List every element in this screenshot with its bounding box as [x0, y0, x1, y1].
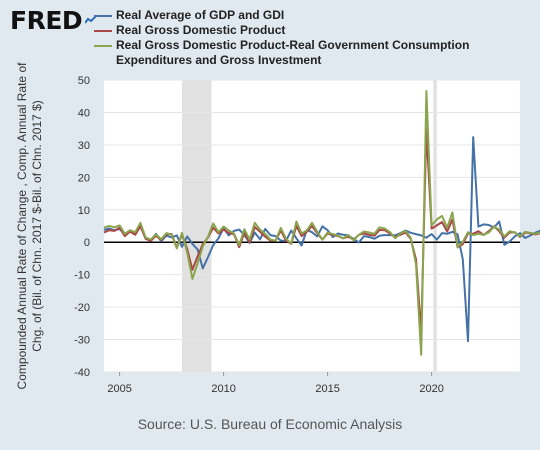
x-tick-label: 2020	[419, 383, 443, 395]
y-tick-label: -40	[74, 367, 90, 379]
fred-logo: FRED	[10, 8, 97, 33]
y-tick-label: 40	[78, 107, 90, 119]
fred-logo-text: FRED	[10, 6, 83, 35]
y-tick-label: -20	[74, 302, 90, 314]
series-line-gdp-minus-government	[103, 90, 540, 356]
legend-swatch	[94, 45, 112, 47]
legend-item-real-gdp[interactable]: Real Gross Domestic Product	[92, 23, 532, 38]
x-tick-label: 2005	[107, 383, 131, 395]
fred-logo-chart-icon	[85, 16, 97, 24]
y-tick-label: 50	[78, 75, 90, 87]
y-tick-label: 0	[84, 237, 90, 249]
y-axis-label-line: Compounded Annual Rate of Change , Comp.…	[15, 62, 29, 390]
legend-label: Real Gross Domestic Product-Real Governm…	[116, 38, 470, 67]
legend-label: Real Average of GDP and GDI	[116, 8, 285, 22]
y-axis-label: Compounded Annual Rate of Change , Comp.…	[15, 62, 44, 390]
legend-item-gdp-gdi-average[interactable]: Real Average of GDP and GDI	[92, 8, 532, 23]
legend-swatch	[94, 30, 112, 32]
series-line-gdp-gdi-average	[103, 136, 540, 343]
y-axis-label-line: Chg. of (Bil. of Chn. 2017 $-Bil. of Chn…	[30, 100, 44, 351]
x-tick-label: 2010	[211, 383, 235, 395]
legend-item-gdp-minus-government[interactable]: Real Gross Domestic Product-Real Governm…	[92, 38, 532, 68]
y-tick-label: 20	[78, 172, 90, 184]
recession-shading	[182, 80, 212, 372]
y-tick-label: 30	[78, 140, 90, 152]
x-tick-label: 2015	[315, 383, 339, 395]
source-note: Source: U.S. Bureau of Economic Analysis	[137, 416, 403, 432]
chart-legend: Real Average of GDP and GDI Real Gross D…	[92, 8, 532, 68]
legend-label: Real Gross Domestic Product	[116, 23, 286, 37]
y-tick-label: 10	[78, 205, 90, 217]
y-tick-label: -30	[74, 335, 90, 347]
legend-swatch	[94, 15, 112, 17]
y-tick-label: -10	[74, 270, 90, 282]
